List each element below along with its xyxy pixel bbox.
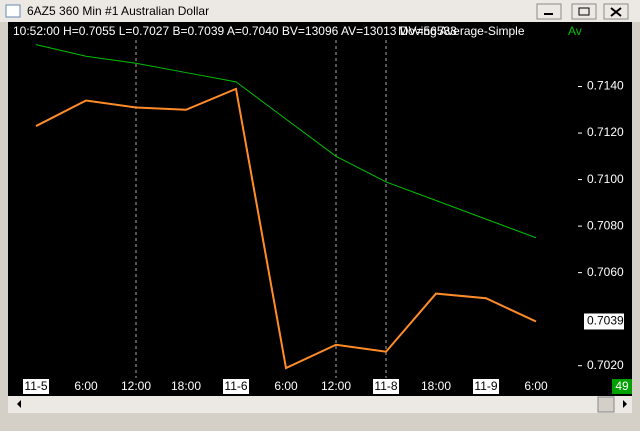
date-box xyxy=(473,379,499,394)
x-tick-label: 11-9 xyxy=(474,379,497,393)
maximize-glyph xyxy=(578,7,590,16)
x-tick-label: 6:00 xyxy=(274,379,298,393)
y-tick-label: 0.7020 xyxy=(587,358,624,372)
date-box xyxy=(223,379,249,394)
y-tick-label: 0.7140 xyxy=(587,79,624,93)
y-tick-label: 0.7120 xyxy=(587,125,624,139)
y-tick-label: 0.7100 xyxy=(587,172,624,186)
scroll-thumb[interactable] xyxy=(597,396,615,413)
corner-label: 49 xyxy=(615,379,629,393)
legend-label: Av xyxy=(568,24,582,38)
scroll-left[interactable] xyxy=(17,400,21,408)
x-tick-label: 12:00 xyxy=(321,379,351,393)
last-price-label: 0.7039 xyxy=(587,314,624,328)
y-tick-label: 0.7080 xyxy=(587,218,624,232)
close-glyph xyxy=(610,7,622,17)
title-bar xyxy=(0,0,640,22)
x-tick-label: 11-8 xyxy=(374,379,397,393)
x-tick-label: 11-5 xyxy=(24,379,47,393)
series-line xyxy=(35,44,537,239)
date-box xyxy=(23,379,49,394)
series-line xyxy=(35,87,537,370)
y-tick-label: 0.7060 xyxy=(587,265,624,279)
date-box xyxy=(373,379,399,394)
scrollbar[interactable] xyxy=(8,396,632,413)
info-line: 10:52:00 H=0.7055 L=0.7027 B=0.7039 A=0.… xyxy=(13,24,457,38)
x-tick-label: 11-6 xyxy=(224,379,247,393)
maximize-button[interactable] xyxy=(571,3,597,20)
last-price-box xyxy=(584,313,624,330)
app-icon xyxy=(5,4,21,18)
x-tick-label: 18:00 xyxy=(171,379,201,393)
x-tick-label: 18:00 xyxy=(421,379,451,393)
x-tick-label: 12:00 xyxy=(121,379,151,393)
minimize-button[interactable] xyxy=(536,3,562,20)
x-tick-label: 6:00 xyxy=(524,379,548,393)
scroll-right[interactable] xyxy=(623,400,627,408)
chart-area xyxy=(8,22,632,396)
corner-box xyxy=(612,379,632,394)
x-tick-label: 6:00 xyxy=(74,379,98,393)
indicator-name: Moving Average-Simple xyxy=(398,24,525,38)
window-title: 6AZ5 360 Min #1 Australian Dollar xyxy=(27,4,209,18)
